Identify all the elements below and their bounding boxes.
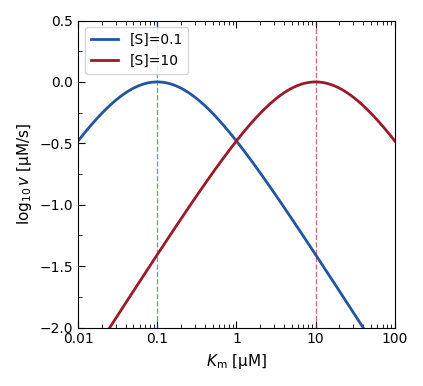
[S]=10	[75, 374, 80, 379]
[S]=10	[277, 93, 283, 98]
[S]=10	[392, 139, 397, 143]
Legend: [S]=0.1, [S]=10: [S]=0.1, [S]=10	[85, 27, 188, 73]
[S]=10	[95, 344, 100, 349]
[S]=0.1	[316, 257, 321, 262]
[S]=10	[313, 80, 318, 84]
[S]=0.1	[268, 186, 273, 190]
Y-axis label: $\log_{10}v$ [μM/s]: $\log_{10}v$ [μM/s]	[15, 123, 34, 225]
X-axis label: $\mathit{K}_{\rm m}$ [μM]: $\mathit{K}_{\rm m}$ [μM]	[206, 352, 267, 371]
[S]=0.1	[75, 139, 80, 143]
Line: [S]=10: [S]=10	[78, 82, 395, 377]
[S]=10	[268, 101, 273, 106]
Line: [S]=0.1: [S]=0.1	[78, 82, 395, 377]
[S]=0.1	[277, 200, 283, 204]
[S]=0.1	[260, 174, 265, 178]
[S]=10	[349, 93, 354, 98]
[S]=10	[316, 80, 321, 84]
[S]=10	[259, 109, 264, 114]
[S]=0.1	[392, 374, 397, 379]
[S]=0.1	[155, 80, 160, 84]
[S]=0.1	[95, 116, 100, 120]
[S]=0.1	[349, 307, 354, 312]
